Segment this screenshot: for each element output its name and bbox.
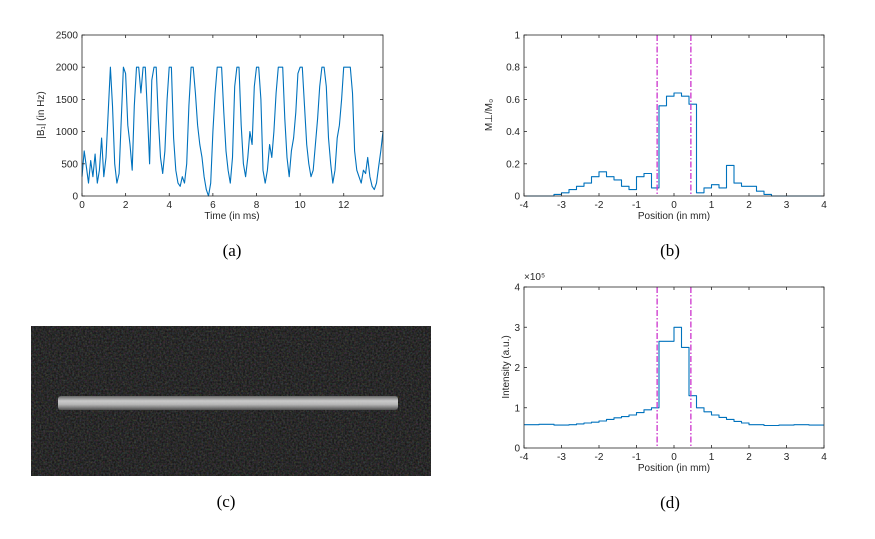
plot-d-ytick-label: 2 (514, 363, 520, 374)
plot-b-xtick-label: 3 (784, 200, 790, 211)
plot-d-exponent: ×10⁵ (524, 272, 545, 283)
panel-c: (c) (31, 326, 431, 511)
plot-d-xtick-label: -4 (520, 452, 529, 463)
plot-d-ytick-label: 1 (514, 403, 520, 414)
plot-d-xtick-label: 2 (746, 452, 752, 463)
plot-a-ytick-label: 2000 (56, 63, 79, 74)
plot-d-xtick-label: 4 (821, 452, 827, 463)
plot-a-xtick-label: 12 (338, 200, 350, 211)
plot-b-xticks: -4 -3 -2 -1 0 1 2 3 4 (520, 35, 827, 211)
panel-a: 0 2 4 6 8 10 12 0 500 1000 1500 2000 2500 Time (in … (36, 31, 384, 260)
plot-a-ytick-label: 0 (72, 192, 78, 203)
plot-a-ytick-label: 500 (61, 159, 78, 170)
plot-d-xtick-label: 1 (709, 452, 715, 463)
plot-d-ytick-label: 0 (514, 444, 520, 455)
plot-d-xtick-label: 0 (671, 452, 677, 463)
plot-b-ytick-label: 1 (514, 31, 520, 42)
plot-b-xtick-label: -3 (557, 200, 566, 211)
caption-a: (a) (223, 241, 242, 260)
plot-d-xlabel: Position (in mm) (638, 463, 710, 474)
plot-d-xticks: -4 -3 -2 -1 0 1 2 3 4 (520, 287, 827, 463)
plot-b-frame (523, 34, 825, 197)
plot-d-xtick-label: -3 (557, 452, 566, 463)
plot-d-ylabel: Intensity (a.u.) (501, 335, 512, 398)
plot-a-ytick-label: 1500 (56, 95, 79, 106)
panel-d: -4 -3 -2 -1 0 1 2 3 4 0 1 2 3 4 ×10⁵ Position (in mm… (501, 272, 827, 512)
plot-b-ylabel: M⊥/M₀ (484, 99, 495, 131)
plot-b-ytick-label: 0.4 (506, 127, 520, 138)
panel-b: -4 -3 -2 -1 0 1 2 3 4 0 0.2 0.4 0.6 0.8 1 Position (i… (484, 31, 827, 261)
plot-a-xtick-label: 2 (123, 200, 129, 211)
plot-a-xtick-label: 6 (210, 200, 216, 211)
plot-b-ytick-label: 0.2 (506, 159, 520, 170)
plot-a-frame (81, 34, 384, 197)
plot-a-yticks: 0 500 1000 1500 2000 2500 (56, 31, 383, 203)
plot-a-xticks: 0 2 4 6 8 10 12 (79, 35, 350, 211)
plot-b-ytick-label: 0.8 (506, 63, 520, 74)
plot-b-vlines (656, 35, 692, 196)
plot-b-series (524, 92, 824, 197)
plot-b-xtick-label: -1 (632, 200, 641, 211)
plot-b-yticks: 0 0.2 0.4 0.6 0.8 1 (506, 31, 824, 203)
plot-d-xtick-label: 3 (784, 452, 790, 463)
plot-a-xlabel: Time (in ms) (204, 211, 259, 222)
plot-a-xtick-label: 4 (166, 200, 172, 211)
plot-d-series-line-0 (524, 326, 824, 427)
plot-d-yticks: 0 1 2 3 4 (514, 283, 824, 455)
mri-image-slice (58, 396, 398, 410)
caption-d: (d) (660, 493, 680, 512)
plot-a-series-line-0 (81, 66, 384, 197)
plot-d-ytick-label: 4 (514, 283, 520, 294)
plot-d-series (524, 326, 824, 427)
caption-b: (b) (660, 241, 680, 260)
plot-b-xtick-label: -2 (595, 200, 604, 211)
plot-a-ytick-label: 2500 (56, 31, 79, 42)
plot-b-xtick-label: 2 (746, 200, 752, 211)
caption-c: (c) (217, 492, 236, 511)
plot-b-ytick-label: 0.6 (506, 95, 520, 106)
plot-a-ytick-label: 1000 (56, 127, 79, 138)
plot-b-xtick-label: 1 (709, 200, 715, 211)
plot-a-xtick-label: 8 (254, 200, 260, 211)
plot-b-xtick-label: 0 (671, 200, 677, 211)
plot-d-xtick-label: -2 (595, 452, 604, 463)
plot-a-ylabel: |B₁| (in Hz) (36, 91, 47, 138)
plot-b-series-line-0 (524, 92, 824, 197)
plot-a-series (81, 66, 384, 197)
plot-b-xtick-label: 4 (821, 200, 827, 211)
plot-d-frame (523, 286, 825, 449)
plot-b-xtick-label: -4 (520, 200, 529, 211)
plot-b-ytick-label: 0 (514, 192, 520, 203)
plot-d-xtick-label: -1 (632, 452, 641, 463)
plot-a-xtick-label: 10 (295, 200, 307, 211)
plot-d-ytick-label: 3 (514, 323, 520, 334)
plot-a-xtick-label: 0 (79, 200, 85, 211)
plot-b-xlabel: Position (in mm) (638, 211, 710, 222)
plot-d-vlines (656, 287, 692, 448)
